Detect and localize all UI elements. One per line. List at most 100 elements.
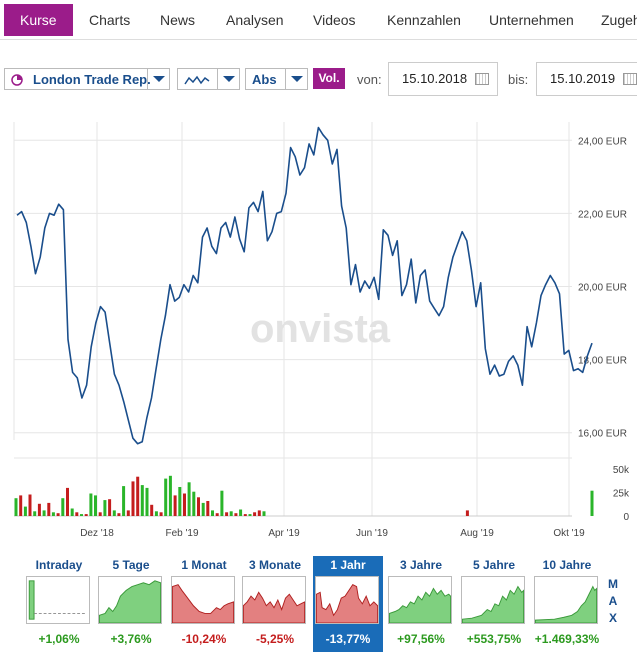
volume-bar (145, 487, 149, 516)
max-letter: A (608, 594, 618, 608)
period-selector: Intraday +1,06% 5 Tage +3,76% 1 Monat -1… (0, 556, 637, 659)
period-change: +553,75% (466, 632, 522, 646)
volume-bar (590, 490, 594, 516)
to-date-value: 15.10.2019 (550, 71, 616, 86)
volume-bar (178, 487, 182, 516)
volume-bar (248, 514, 252, 516)
volume-bar (225, 512, 229, 516)
volume-tick-label: 0 (623, 512, 629, 523)
volume-bar (56, 513, 60, 516)
period-thumbnail (26, 576, 90, 624)
period-1-monat[interactable]: 1 Monat -10,24% (169, 556, 239, 652)
x-tick-label: Aug '19 (460, 528, 494, 539)
period-label: 3 Jahre (399, 558, 443, 572)
volume-bar (164, 478, 168, 516)
watermark: onvista (250, 307, 391, 351)
volume-bar (33, 511, 37, 516)
calendar-icon[interactable] (623, 73, 637, 85)
volume-bar (37, 503, 41, 516)
tab-videos[interactable]: Videos (313, 12, 356, 28)
volume-bar (136, 476, 140, 516)
x-tick-label: Okt '19 (553, 528, 585, 539)
scale-label: Abs (252, 72, 277, 87)
x-tick-label: Jun '19 (356, 528, 388, 539)
max-letter: X (608, 611, 617, 625)
period-thumbnail (534, 576, 598, 624)
instrument-select[interactable]: London Trade Rep. (4, 68, 170, 90)
period-3-monate[interactable]: 3 Monate -5,25% (240, 556, 310, 652)
x-tick-label: Dez '18 (80, 528, 114, 539)
period-10-jahre[interactable]: 10 Jahre +1.469,33% (532, 556, 602, 652)
volume-bar (173, 495, 177, 516)
volume-bar (126, 510, 130, 516)
volume-bar (28, 494, 32, 516)
volume-bar (131, 481, 135, 516)
volume-bar (80, 514, 83, 516)
volume-bar (14, 498, 18, 516)
volume-bar (47, 502, 51, 516)
period-change: -5,25% (255, 632, 295, 646)
period-label: 1 Monat (181, 558, 227, 572)
tab-news[interactable]: News (160, 12, 196, 28)
max-period-button[interactable]: M A X (606, 576, 620, 627)
chevron-down-icon[interactable] (147, 69, 169, 89)
period-5-tage[interactable]: 5 Tage +3,76% (96, 556, 166, 652)
chevron-down-icon[interactable] (285, 69, 307, 89)
volume-toggle-button[interactable]: Vol. (313, 68, 345, 89)
tab-unternehmen[interactable]: Unternehmen (489, 12, 574, 28)
tab-zugehoerige[interactable]: Zugeh (601, 12, 637, 28)
volume-bar (234, 513, 238, 516)
volume-bar (117, 513, 121, 516)
period-intraday[interactable]: Intraday +1,06% (24, 556, 94, 652)
from-date-value: 15.10.2018 (402, 71, 468, 86)
period-change: -13,77% (325, 632, 371, 646)
volume-bar (253, 512, 257, 516)
volume-bar (154, 511, 158, 516)
period-label: 10 Jahre (542, 558, 592, 572)
price-line (16, 126, 593, 445)
period-label: 5 Jahre (472, 558, 516, 572)
from-date-field[interactable]: 15.10.2018 (388, 62, 498, 96)
volume-bar (75, 512, 79, 516)
period-thumbnail (242, 576, 306, 624)
volume-bar (84, 514, 88, 516)
volume-bar (70, 508, 74, 516)
volume-bar (183, 493, 186, 516)
period-5-jahre[interactable]: 5 Jahre +553,75% (459, 556, 529, 652)
period-thumbnail (388, 576, 452, 624)
period-thumbnail (171, 576, 235, 624)
period-label: 1 Jahr (330, 558, 366, 572)
volume-bar (211, 510, 214, 516)
period-change: +1.469,33% (534, 632, 600, 646)
volume-bar (42, 510, 46, 516)
period-change: -10,24% (181, 632, 227, 646)
period-1-jahr[interactable]: 1 Jahr -13,77% (313, 556, 383, 652)
calendar-icon[interactable] (475, 73, 489, 85)
y-tick-label: 24,00 EUR (578, 136, 627, 147)
tab-charts[interactable]: Charts (89, 12, 131, 28)
period-label: 3 Monate (248, 558, 301, 572)
tab-kurse[interactable]: Kurse (4, 4, 73, 36)
chevron-down-icon[interactable] (217, 69, 239, 89)
volume-bar (61, 498, 65, 516)
period-3-jahre[interactable]: 3 Jahre +97,56% (386, 556, 456, 652)
scale-select[interactable]: Abs (245, 68, 308, 90)
tab-analysen[interactable]: Analysen (226, 12, 284, 28)
volume-bar (201, 502, 205, 516)
period-label: Intraday (35, 558, 83, 572)
volume-bar (229, 511, 233, 516)
volume-bar (89, 493, 93, 516)
chart-type-select[interactable] (177, 68, 240, 90)
to-date-field[interactable]: 15.10.2019 (536, 62, 637, 96)
volume-bar (140, 485, 144, 516)
volume-bar (94, 495, 97, 516)
tab-kennzahlen[interactable]: Kennzahlen (387, 12, 461, 28)
y-tick-label: 22,00 EUR (578, 209, 627, 220)
period-change: +3,76% (110, 632, 152, 646)
y-tick-label: 16,00 EUR (578, 429, 627, 440)
volume-bar (98, 512, 102, 516)
volume-bar (192, 491, 196, 516)
period-thumbnail (315, 576, 379, 624)
volume-bar (215, 513, 219, 516)
chart-toolbar: London Trade Rep. Abs Vol. von: 15.10.20… (0, 60, 637, 96)
